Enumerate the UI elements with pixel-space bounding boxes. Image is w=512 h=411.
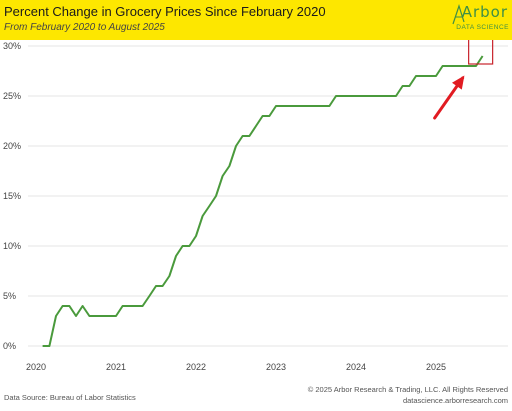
y-tick-label: 5% [3, 291, 16, 301]
x-tick-label: 2022 [186, 362, 206, 372]
y-tick-label: 0% [3, 341, 16, 351]
series-line [42, 55, 484, 347]
line-chart: 0% 5% 10% 15% 20% 25% 30% 2020 2021 2022 2023 2024 2… [3, 40, 508, 372]
y-tick-label: 20% [3, 141, 21, 151]
logo-subtitle: DATA SCIENCE [456, 24, 509, 31]
arbor-logo [452, 4, 465, 25]
header-banner: Percent Change in Grocery Prices Since F… [0, 0, 512, 40]
chart-title: Percent Change in Grocery Prices Since F… [4, 4, 326, 19]
arrow-head [452, 75, 465, 90]
end-value-label: 29% [471, 40, 489, 41]
y-tick-label: 10% [3, 241, 21, 251]
copyright-text: © 2025 Arbor Research & Trading, LLC. Al… [307, 385, 508, 394]
y-tick-label: 30% [3, 41, 21, 51]
x-tick-label: 2020 [26, 362, 46, 372]
highlight-box [468, 40, 494, 65]
copyright-block: © 2025 Arbor Research & Trading, LLC. Al… [308, 384, 508, 406]
x-tick-label: 2025 [426, 362, 446, 372]
y-tick-label: 25% [3, 91, 21, 101]
website-text: datascience.arborresearch.com [402, 396, 508, 405]
chart-subtitle: From February 2020 to August 2025 [4, 22, 165, 33]
data-source: Data Source: Bureau of Labor Statistics [4, 393, 136, 402]
y-tick-label: 15% [3, 191, 21, 201]
x-tick-label: 2023 [266, 362, 286, 372]
x-tick-label: 2024 [346, 362, 366, 372]
logo-word: Arbor [461, 3, 508, 21]
x-tick-label: 2021 [106, 362, 126, 372]
